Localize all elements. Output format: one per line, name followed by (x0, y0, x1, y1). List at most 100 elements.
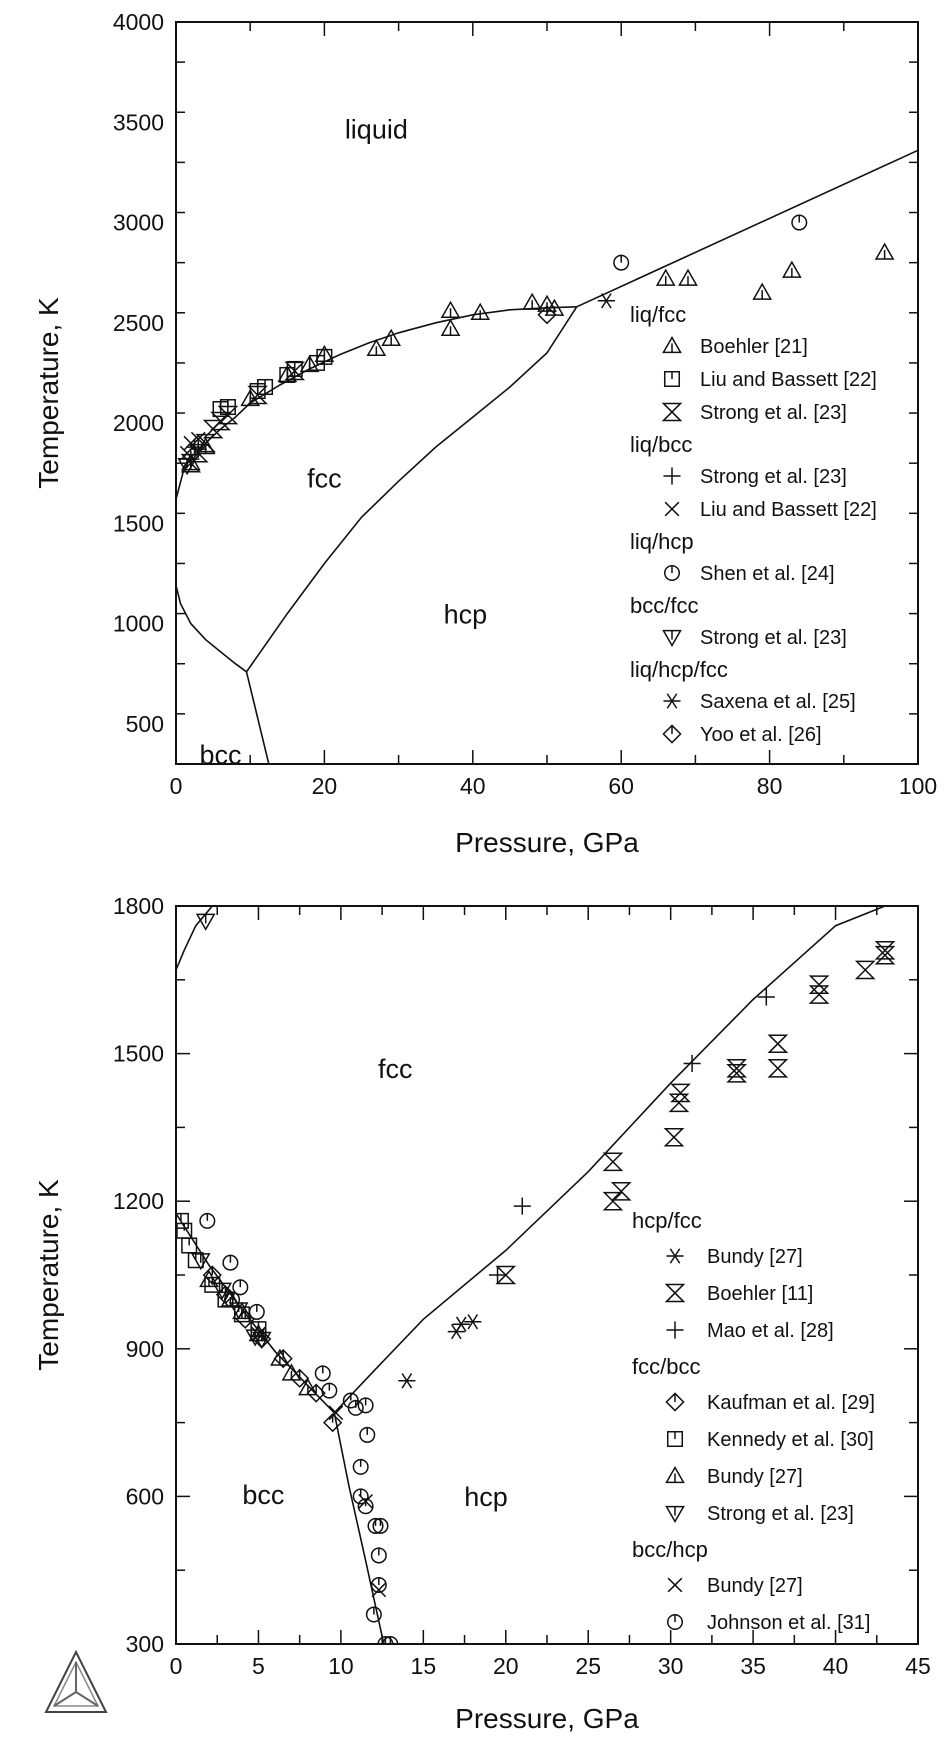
y-tick-label: 1800 (113, 893, 164, 919)
data-point-hourglass (602, 1152, 624, 1172)
data-point-circle-bar (365, 1606, 382, 1623)
y-tick-label: 4000 (113, 9, 164, 35)
y-tick-label: 2500 (113, 310, 164, 336)
region-label-hcp: hcp (464, 1482, 508, 1512)
data-point-hourglass (284, 361, 306, 381)
y-tick-label: 600 (126, 1483, 164, 1509)
data-point-triangle-bar (655, 268, 676, 286)
phase-boundary-liq-hcp (576, 149, 918, 308)
data-point-triangle-bar (366, 338, 387, 357)
legend-entry-label: Bundy [27] (707, 1575, 803, 1597)
data-point-square-bar (176, 1212, 189, 1229)
phase-boundary-liq-fcc (176, 306, 577, 500)
x-tick-label: 60 (608, 773, 634, 799)
plot-frame (175, 21, 919, 765)
data-point-hourglass (726, 1063, 747, 1083)
data-point-hourglass (663, 1127, 685, 1147)
data-point-circle-bar (359, 1426, 376, 1443)
data-point-circle-bar (232, 1279, 249, 1296)
region-label-bcc: bcc (242, 1480, 284, 1510)
y-tick-label: 300 (126, 1631, 164, 1657)
legend-entry-label: Kaufman et al. [29] (707, 1392, 875, 1414)
legend: liq/fcc Boehler [21] Liu and Bassett [22] S… (630, 302, 877, 746)
plot-frame (175, 905, 919, 1645)
legend-marker-plus (666, 1321, 684, 1339)
y-tick-label: 1000 (113, 611, 164, 637)
legend-marker-circle-bar (666, 1613, 684, 1631)
data-point-hourglass (180, 453, 202, 473)
chart-bottom-fe-phase-diagram: 0 5 10 15 20 25 30 35 40 45 300 600 900 1200 1500 1800 P… (33, 893, 931, 1734)
y-tick-label: 3500 (113, 109, 164, 135)
legend-entry-label: Boehler [21] (700, 336, 808, 358)
x-axis-title: Pressure, GPa (455, 1703, 639, 1734)
legend-marker-triangle-down-bar (665, 1505, 685, 1524)
data-point-cross (251, 1326, 266, 1342)
legend-marker-triangle-bar (662, 335, 682, 354)
y-tick-label: 1500 (113, 510, 164, 536)
data-point-diamond-bar (537, 305, 557, 325)
data-point-triangle-bar (874, 242, 895, 260)
x-tick-label: 10 (328, 1653, 354, 1679)
x-tick-label: 15 (411, 1653, 437, 1679)
data-point-asterisk (398, 1373, 416, 1389)
data-point-triangle-bar (678, 268, 698, 286)
data-point-triangle-bar (522, 292, 543, 310)
data-point-triangle-down-bar (177, 458, 197, 476)
data-point-triangle-down-bar (212, 1282, 233, 1300)
data-point-asterisk (597, 293, 615, 309)
data-point-cross (179, 445, 195, 461)
x-tick-label: 5 (252, 1653, 265, 1679)
data-point-hourglass (187, 443, 209, 463)
data-point-square-bar (316, 348, 333, 365)
data-point-triangle-down-bar (195, 913, 216, 931)
legend-marker-hourglass (661, 402, 683, 422)
data-point-circle-bar (357, 1498, 374, 1515)
data-point-hourglass (874, 945, 896, 965)
y-tick-label: 1200 (113, 1188, 164, 1214)
data-point-hourglass (202, 419, 224, 439)
legend-marker-asterisk (666, 1248, 684, 1264)
phase-boundary-bcc-hcp (245, 671, 270, 764)
legend-marker-circle-bar (663, 564, 681, 582)
data-point-triangle-bar (270, 1348, 290, 1366)
data-point-plus (189, 440, 207, 458)
x-tick-label: 45 (905, 1653, 931, 1679)
region-label-liquid: liquid (345, 114, 408, 144)
legend-entry-label: Mao et al. [28] (707, 1320, 834, 1342)
data-point-circle-bar (314, 1365, 331, 1382)
data-point-circle-bar (791, 214, 808, 231)
legend-entry-label: Johnson et al. [31] (707, 1612, 870, 1634)
legend-entry-label: Boehler [11] (707, 1283, 813, 1305)
data-point-circle-bar (347, 1399, 364, 1416)
legend-marker-triangle-bar (665, 1465, 685, 1484)
y-axis-title: Temperature, K (33, 297, 64, 489)
legend-marker-plus (663, 467, 681, 485)
plot-area (176, 149, 918, 764)
data-point-circle-bar (382, 1635, 399, 1644)
legend-marker-cross (664, 501, 680, 517)
x-tick-label: 25 (575, 1653, 601, 1679)
data-point-circle-bar (613, 254, 630, 271)
phase-boundary-liq-fcc (176, 906, 213, 971)
phase-boundary-bcc-fcc (176, 585, 247, 673)
data-point-circle-bar (372, 1517, 389, 1534)
data-point-hourglass (247, 385, 268, 405)
y-tick-label: 900 (126, 1336, 164, 1362)
y-tick-label: 3000 (113, 210, 164, 236)
data-point-triangle-bar (782, 260, 802, 278)
data-point-circle-bar (199, 1212, 216, 1229)
region-label-fcc: fcc (378, 1054, 413, 1084)
legend-entry-label: Yoo et al. [26] (700, 724, 822, 746)
data-point-hourglass (874, 940, 896, 960)
data-point-hourglass (610, 1182, 632, 1201)
x-tick-label: 100 (899, 773, 937, 799)
data-point-hourglass (670, 1083, 691, 1103)
x-axis-title: Pressure, GPa (455, 827, 639, 858)
legend-entry-label: Kennedy et al. [30] (707, 1429, 874, 1451)
legend-marker-triangle-down-bar (662, 629, 682, 648)
thermo-calc-logo (44, 1649, 108, 1713)
data-point-triangle-bar (281, 1363, 302, 1381)
data-point-circle-bar (248, 1303, 265, 1320)
data-point-triangle-bar (298, 1378, 318, 1396)
data-point-cross (328, 1405, 344, 1421)
